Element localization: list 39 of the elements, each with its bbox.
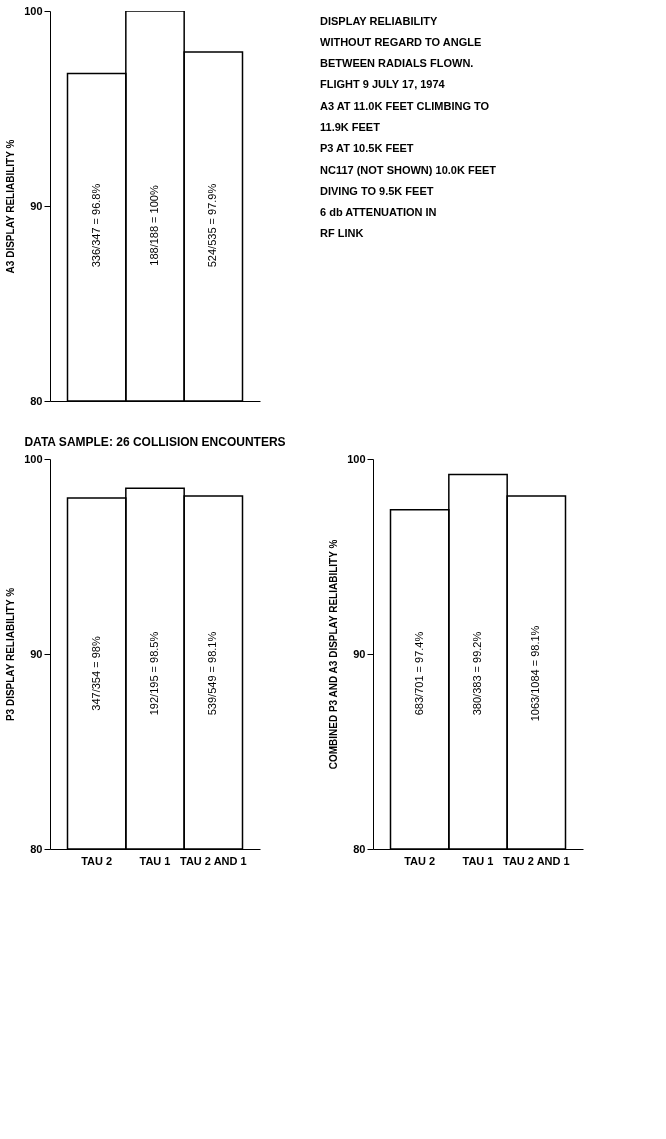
text: NC117 (NOT SHOWN) 10.0K FEET <box>320 163 497 176</box>
text: DIVING TO 9.5K FEET <box>320 184 434 197</box>
y-axis-title: P3 DISPLAY RELIABILITY % <box>5 587 17 722</box>
text: 1063/1084 = 98.1% <box>529 625 542 722</box>
text: DISPLAY RELIABILITY <box>320 14 439 27</box>
text: A3 AT 11.0K FEET CLIMBING TO <box>320 99 490 112</box>
x-tick-label: TAU 2 <box>81 854 113 867</box>
text: 380/383 = 99.2% <box>471 631 483 716</box>
y-tick-label: 100 <box>24 452 43 465</box>
text: 683/701 = 97.4% <box>412 631 425 716</box>
text: P3 AT 10.5K FEET <box>320 142 414 155</box>
x-tick-label: TAU 2 AND 1 <box>503 854 570 867</box>
text: 336/347 = 96.8% <box>89 183 102 268</box>
text: 539/549 = 98.1% <box>206 631 219 716</box>
x-tick-label: TAU 1 <box>462 854 494 867</box>
y-tick-label: 80 <box>353 842 366 855</box>
y-tick-label: 90 <box>353 647 366 660</box>
text: 6 db ATTENUATION IN <box>320 206 437 219</box>
y-axis-title: COMBINED P3 AND A3 DISPLAY RELIABILITY % <box>328 539 340 770</box>
text: WITHOUT REGARD TO ANGLE <box>320 35 482 48</box>
text: BETWEEN RADIALS FLOWN. <box>320 57 474 70</box>
y-axis-title: A3 DISPLAY RELIABILITY % <box>5 139 17 274</box>
y-tick-label: 80 <box>30 842 43 855</box>
text: 188/188 = 100% <box>148 185 160 266</box>
y-tick-label: 90 <box>30 199 43 212</box>
text: 524/535 = 97.9% <box>206 183 219 268</box>
y-tick-label: 100 <box>24 4 43 17</box>
text: FLIGHT 9 JULY 17, 1974 <box>320 78 446 91</box>
y-tick-label: 100 <box>347 452 366 465</box>
text: DATA SAMPLE: 26 COLLISION ENCOUNTERS <box>24 435 286 449</box>
y-tick-label: 80 <box>30 394 43 407</box>
x-tick-label: TAU 2 <box>404 854 436 867</box>
text: RF LINK <box>320 227 364 240</box>
y-tick-label: 90 <box>30 647 43 660</box>
x-tick-label: TAU 1 <box>139 854 171 867</box>
x-tick-label: TAU 2 AND 1 <box>180 854 247 867</box>
text: 11.9K FEET <box>320 121 381 133</box>
text: 192/195 = 98.5% <box>148 631 160 716</box>
text: 347/354 = 98% <box>89 636 102 711</box>
